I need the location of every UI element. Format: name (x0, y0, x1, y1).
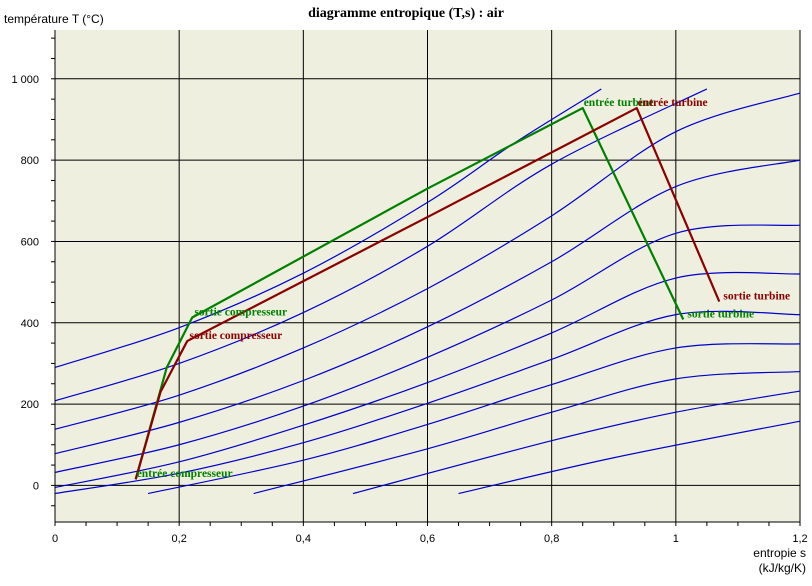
annotation-label: sortie turbine (687, 308, 754, 320)
x-tick-label: 0,2 (172, 533, 187, 545)
x-axis-label-line1: entropie s (753, 546, 806, 560)
y-tick-label: 400 (21, 318, 39, 330)
annotation-label: sortie compresseur (194, 306, 287, 318)
isobar-line (458, 420, 801, 495)
cycle-series-line (134, 106, 685, 480)
x-axis-label: entropie s (kJ/kg/K) (753, 546, 806, 576)
isobar-line (253, 370, 801, 495)
annotation-label: entrée turbine (584, 97, 654, 109)
annotation-label: sortie turbine (723, 291, 790, 303)
isobar-curves (54, 88, 801, 495)
isobar-line (54, 224, 801, 473)
y-tick-label: 1 000 (11, 74, 39, 86)
isobar-line (54, 159, 801, 455)
isobar-line (352, 390, 801, 495)
x-tick-label: 1,2 (792, 533, 807, 545)
cycle-series-line (134, 106, 721, 480)
annotation-label: entrée turbine (638, 97, 708, 109)
isobar-line (54, 271, 801, 489)
x-tick-label: 0,8 (544, 533, 559, 545)
annotation-label: entrée compresseur (137, 468, 233, 480)
annotation-label: sortie compresseur (189, 330, 282, 342)
gridlines (54, 30, 801, 522)
chart-title: diagramme entropique (T,s) : air (308, 6, 504, 21)
y-tick-label: 200 (21, 399, 39, 411)
isobar-line (54, 88, 708, 402)
isobar-line (54, 92, 801, 430)
x-tick-label: 0,6 (420, 533, 435, 545)
axes (51, 30, 801, 526)
x-tick-label: 0,4 (296, 533, 311, 545)
tick-labels: 0 0,2 0,4 0,6 0,8 1 1,2 0 200 400 600 800 1 000 (11, 74, 807, 545)
x-tick-label: 1 (673, 533, 679, 545)
y-tick-label: 800 (21, 155, 39, 167)
x-tick-label: 0 (52, 533, 58, 545)
y-tick-label: 0 (33, 480, 39, 492)
isobar-line (147, 343, 801, 495)
annotations: entrée compresseur sortie compresseur sort… (137, 97, 790, 480)
cycle-lines (134, 106, 721, 480)
y-tick-label: 600 (21, 236, 39, 248)
x-axis-label-line2: (kJ/kg/K) (758, 561, 806, 575)
y-axis-label: température T (°C) (4, 12, 104, 26)
isobar-line (54, 310, 801, 495)
